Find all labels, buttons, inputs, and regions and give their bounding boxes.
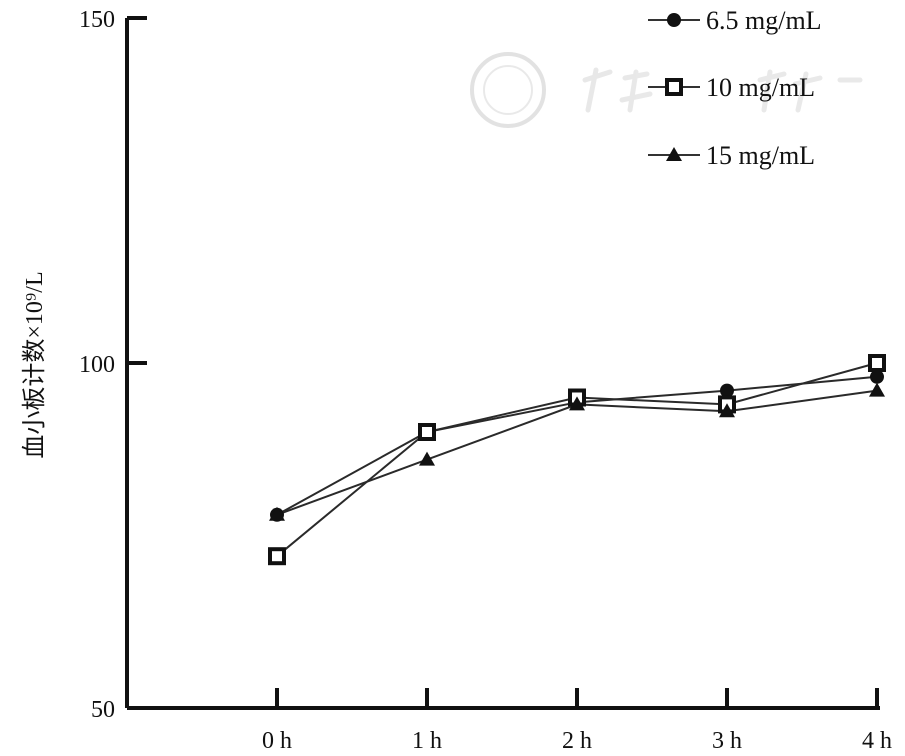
y-tick-label: 50 [91,697,115,723]
data-point [868,354,886,372]
legend-item: 10 mg/mL [648,73,815,102]
markers-triangle [269,382,885,521]
legend: 6.5 mg/mL 10 mg/mL 15 mg/mL [648,6,822,170]
series-group [268,354,886,566]
y-tick-label: 100 [79,352,115,378]
data-point [418,423,436,441]
legend-label: 15 mg/mL [706,141,815,170]
data-point [268,547,286,566]
data-point [869,382,885,397]
x-tick-label: 2 h [562,728,592,754]
watermark-brush-strokes [582,67,863,113]
x-tick-label: 3 h [712,728,742,754]
legend-marker [667,13,681,27]
watermark-seal-inner [483,65,533,115]
x-tick-label: 0 h [262,728,292,754]
data-point [569,396,585,411]
watermark-seal-outer [470,52,546,128]
data-point [870,369,884,384]
x-tick-label: 4 h [862,728,892,754]
x-tick-label: 1 h [412,728,442,754]
axes: 50 100 150 0 h 1 h 2 h 3 h 4 h [79,7,892,754]
data-point [269,506,285,521]
legend-marker [665,78,683,96]
y-axis-label: 血小板计数×10⁹/L [21,271,48,458]
legend-marker [666,147,682,161]
legend-item: 6.5 mg/mL [648,6,822,35]
data-point [719,403,735,418]
legend-label: 10 mg/mL [706,73,815,102]
data-point [419,451,435,466]
legend-item: 15 mg/mL [648,141,815,170]
legend-label: 6.5 mg/mL [706,6,822,35]
y-tick-label: 150 [79,7,115,33]
data-point [720,383,734,398]
watermark-logo [470,52,863,128]
